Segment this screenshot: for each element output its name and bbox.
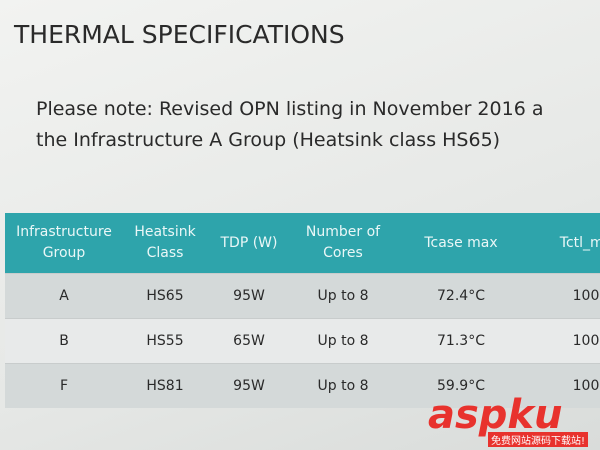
table-cell: 72.4°C — [395, 273, 527, 319]
table-row: A HS65 95W Up to 8 72.4°C 100 — [5, 273, 600, 319]
header-line: Class — [146, 245, 184, 261]
header-line: Tctl_ma — [559, 234, 600, 251]
table-cell: 95W — [207, 363, 291, 408]
column-header: Infrastructure Group — [5, 213, 123, 274]
column-header: TDP (W) — [207, 213, 291, 274]
header-line: Tcase max — [424, 234, 498, 251]
table-cell: 71.3°C — [395, 318, 527, 364]
table-cell: 65W — [207, 318, 291, 364]
column-header: Heatsink Class — [123, 213, 207, 274]
header-line: Infrastructure — [16, 224, 112, 240]
table-cell: A — [5, 273, 123, 319]
column-header: Tcase max — [395, 213, 527, 274]
header-line: Group — [42, 245, 86, 261]
header-line: Heatsink — [134, 224, 196, 240]
spec-table: Infrastructure Group Heatsink Class TDP (W) N… — [5, 213, 600, 408]
header-row: Infrastructure Group Heatsink Class TDP (W) N… — [5, 213, 600, 274]
table-cell: 100 — [527, 318, 600, 364]
table-cell: HS55 — [123, 318, 207, 364]
table-cell: Up to 8 — [291, 273, 395, 319]
header-line: TDP (W) — [220, 234, 278, 251]
note-line: Please note: Revised OPN listing in Nove… — [36, 98, 544, 120]
watermark-tagline: 免费网站源码下载站! — [488, 432, 589, 447]
table-cell: B — [5, 318, 123, 364]
table-cell: HS65 — [123, 273, 207, 319]
table-row: B HS55 65W Up to 8 71.3°C 100 — [5, 318, 600, 364]
column-header: Tctl_ma — [527, 213, 600, 274]
table-cell: Up to 8 — [291, 363, 395, 408]
table-cell: 100 — [527, 273, 600, 319]
watermark: aspku — [428, 392, 563, 438]
table-cell: 100 — [527, 363, 600, 408]
table-row: F HS81 95W Up to 8 59.9°C 100 — [5, 363, 600, 408]
note-line: the Infrastructure A Group (Heatsink cla… — [36, 129, 501, 151]
table-cell: 95W — [207, 273, 291, 319]
table-cell: F — [5, 363, 123, 408]
column-header: Number of Cores — [291, 213, 395, 274]
header-line: Cores — [323, 245, 363, 261]
table-cell: Up to 8 — [291, 318, 395, 364]
table-cell: 59.9°C — [395, 363, 527, 408]
slide-title: THERMAL SPECIFICATIONS — [14, 20, 345, 49]
table-cell: HS81 — [123, 363, 207, 408]
header-line: Number of — [305, 224, 381, 240]
